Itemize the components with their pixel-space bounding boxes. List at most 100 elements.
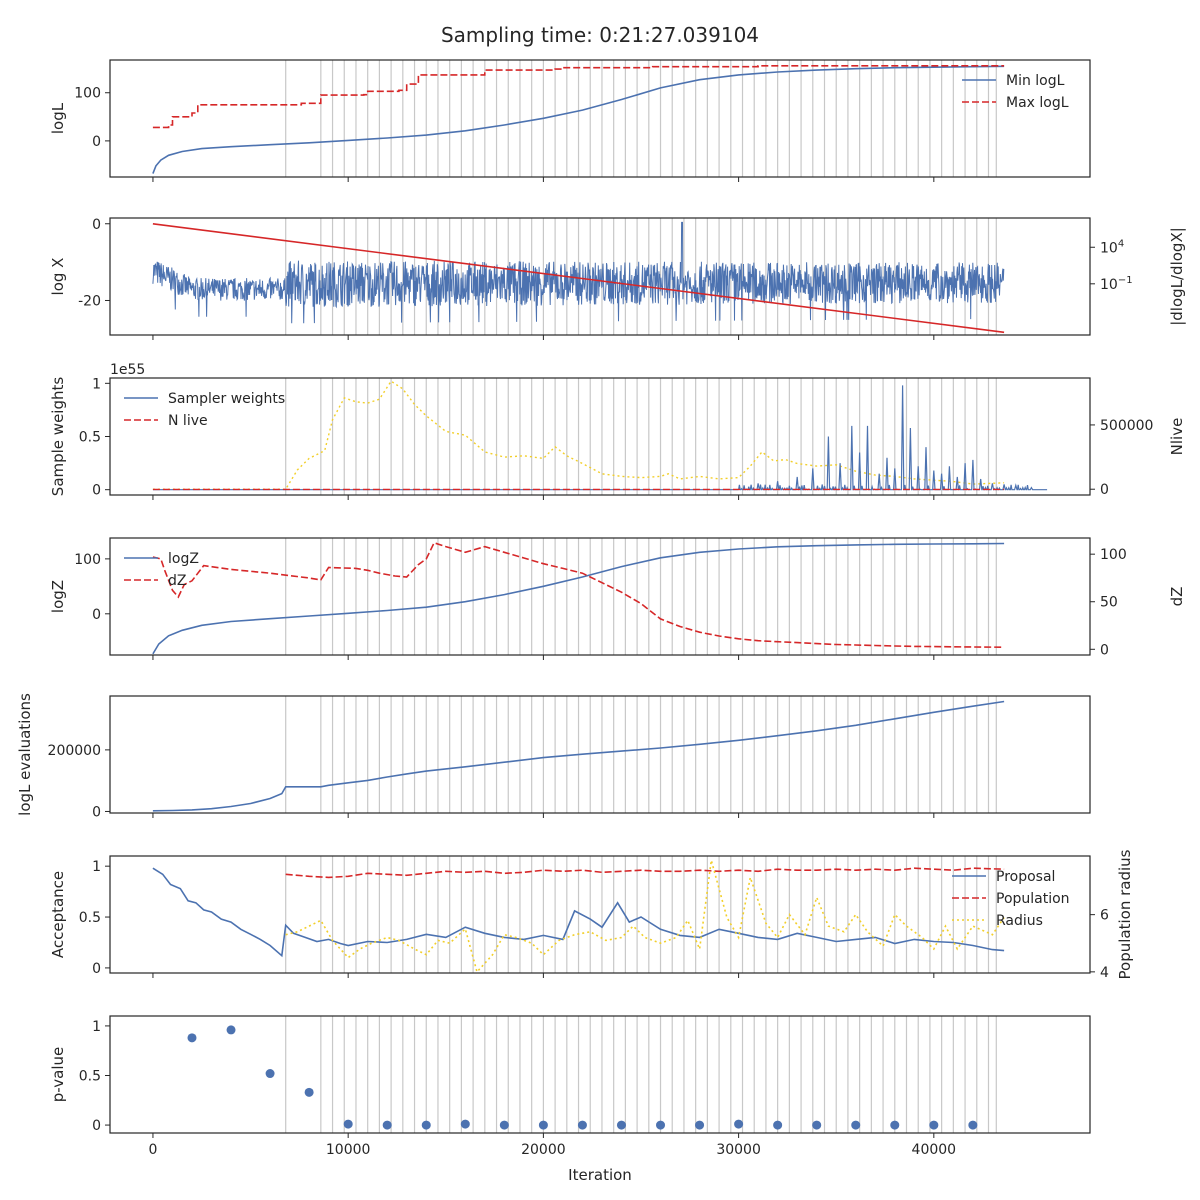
series-log-x [152,223,1005,334]
data-point [304,1087,314,1097]
series-population [285,867,1005,879]
series-logz [152,542,1005,655]
legend-item-label: Sampler weights [168,391,285,407]
y-tick-label: -20 [78,293,101,309]
plot-area [187,1016,997,1133]
x-tick-label: 40000 [912,1142,957,1158]
y-axis-label: logL evaluations [16,693,34,816]
data-point [695,1120,705,1130]
series-dlogl-dlogx [152,221,1005,324]
legend-item-label: dZ [168,573,186,589]
axes-frame [109,695,1091,814]
y-tick-label: 0.5 [79,910,101,926]
data-point [968,1120,978,1130]
y-tick-label-right: 4 [1100,965,1109,981]
y-tick-label: 0 [92,804,101,820]
y-tick-label-right: 0 [1100,482,1109,498]
plot-area [152,218,1005,335]
series-dz [152,541,1005,648]
y-axis-label: p-value [49,1047,67,1103]
y-axis-label-right: |dlogL/dlogX| [1168,227,1186,326]
y-tick-label: 200000 [48,743,101,759]
legend-item-label: Max logL [1006,95,1069,111]
series-nlive-axis [152,380,1005,490]
x-tick-label: 10000 [326,1142,371,1158]
data-point [382,1120,392,1130]
plot-area [152,378,1048,495]
legend-item-label: Min logL [1006,73,1065,89]
y-tick-label-right: 6 [1100,908,1109,924]
series-radius [285,860,1005,973]
series-max-logl [152,65,1005,129]
legend-item-label: Population [996,891,1070,907]
legend-item-label: Radius [996,913,1043,929]
data-point [734,1119,744,1129]
series-proposal [152,867,1005,958]
series-logl-evaluations [152,700,1005,812]
plot-area [152,60,1005,177]
y-axis-label: logL [49,102,67,134]
y-tick-label-right: 500000 [1100,418,1153,434]
panel-pvalue: 0 0.5 1 0 10000 20000 30000 40000 p-value [49,1015,1091,1158]
y-tick-label: 0.5 [79,1068,101,1084]
legend-item-label: logZ [168,551,199,567]
data-point [265,1069,275,1079]
y-tick-label-right: 10−1 [1100,275,1133,293]
y-axis-label: Sample weights [49,377,67,497]
data-point [656,1120,666,1130]
legend-item-label: Proposal [996,869,1055,885]
data-point [577,1120,587,1130]
axes-frame [109,537,1091,656]
y-tick-label: 1 [92,859,101,875]
offset-text: 1e55 [110,362,145,378]
panel-logL: 0 100 logL Min logL Max logL [49,59,1091,182]
y-tick-label: 0 [92,1118,101,1134]
y-axis-label-right: Nlive [1168,418,1186,456]
data-point [890,1120,900,1130]
data-point [812,1120,822,1130]
y-tick-label: 0 [92,217,101,233]
data-point [538,1120,548,1130]
plot-area [152,856,1005,973]
y-axis-label: log X [49,258,67,296]
data-point [226,1025,236,1035]
y-axis-label-right: Population radius [1116,849,1134,979]
y-tick-label-right: 50 [1100,595,1118,611]
y-tick-label: 1 [92,1019,101,1035]
x-tick-label: 30000 [716,1142,761,1158]
data-point [499,1120,509,1130]
x-tick-label: 0 [148,1142,157,1158]
panel-logZ: 0 100 logZ dZ 0 50 100 logZ dZ [49,537,1186,660]
y-tick-label: 0 [92,134,101,150]
data-point [187,1033,197,1043]
y-tick-label: 100 [74,552,101,568]
panel-evaluations: 0 200000 logL evaluations [16,693,1091,820]
y-tick-label-right: 0 [1100,642,1109,658]
y-tick-label-right: 104 [1100,238,1124,256]
data-point [421,1120,431,1130]
data-point [616,1120,626,1130]
y-tick-label: 0.5 [79,430,101,446]
y-tick-label-right: 100 [1100,547,1127,563]
axes-frame [109,855,1091,974]
series-min-logl [152,65,1005,174]
series-sampler-weights [152,385,1048,491]
plot-area [152,538,1005,655]
y-tick-label: 0 [92,607,101,623]
legend-item-label: N live [168,413,208,429]
axes-frame [109,59,1091,178]
figure-title: Sampling time: 0:21:27.039104 [441,23,759,47]
y-axis-label: Acceptance [49,871,67,958]
data-point [343,1119,353,1129]
panel-weights: 0 0.5 1 Sample weights Nlive 0 500000 1e55 Sampl… [49,362,1186,500]
data-point [851,1120,861,1130]
y-axis-label: logZ [49,580,67,613]
data-point [929,1120,939,1130]
y-axis-label-right: dZ [1168,587,1186,607]
plot-area [152,696,1005,813]
y-tick-label: 1 [92,376,101,392]
axes-frame [109,217,1091,336]
axes-frame [109,1015,1091,1134]
